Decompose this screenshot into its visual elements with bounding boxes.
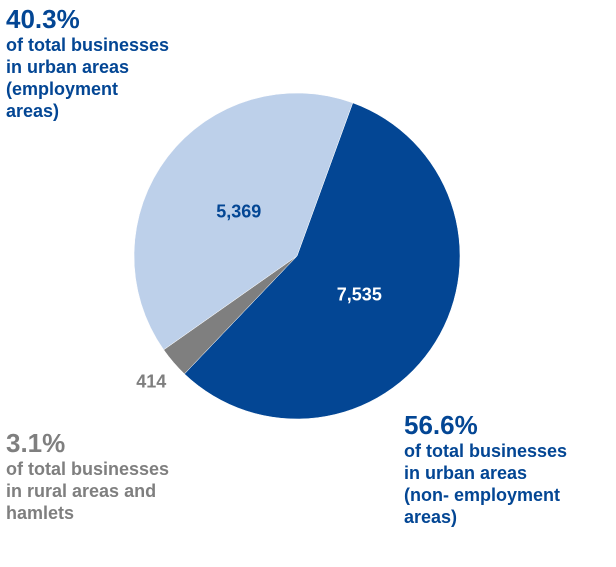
callout-employment-description: of total businesses in urban areas (empl… [6,35,170,121]
pie-slice-0 [184,102,461,420]
callout-rural-percent: 3.1% [6,428,66,458]
slice-value-label-2: 5,369 [216,201,261,221]
slice-value-label-0: 7,535 [337,285,382,305]
callout-non-employment-areas: 56.6% of total businesses in urban areas… [404,410,616,528]
callout-employment-percent: 40.3% [6,4,80,34]
callout-non-employment-description: of total businesses in urban areas (non-… [404,441,568,527]
callout-non-employment-percent: 56.6% [404,410,478,440]
slice-value-label-1: 414 [136,371,166,391]
callout-rural-description: of total businesses in rural areas and h… [6,459,170,523]
pie-slice-2 [133,92,354,351]
callout-employment-areas: 40.3% of total businesses in urban areas… [6,4,226,122]
callout-rural-areas: 3.1% of total businesses in rural areas … [6,428,246,524]
